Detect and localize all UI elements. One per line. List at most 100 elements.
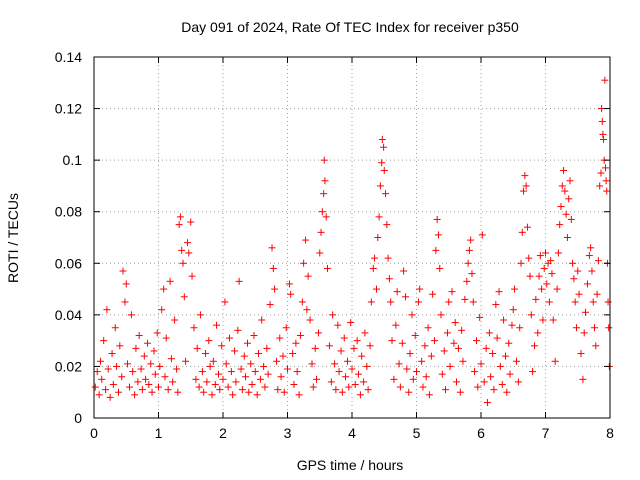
data-point [222, 360, 230, 368]
data-point [322, 213, 330, 221]
data-point [345, 383, 353, 391]
data-point [358, 352, 366, 360]
data-point [205, 337, 213, 345]
data-point [561, 187, 569, 195]
data-point [234, 326, 242, 334]
data-point [269, 264, 277, 272]
data-point [598, 117, 606, 125]
data-point [303, 306, 311, 314]
data-point [554, 249, 562, 257]
data-point [337, 347, 345, 355]
data-point [458, 326, 466, 334]
data-point [266, 301, 274, 309]
data-point [540, 264, 548, 272]
data-point [480, 378, 488, 386]
data-point [509, 306, 517, 314]
x-tick-label: 5 [413, 425, 421, 441]
data-point [300, 259, 308, 267]
data-point [565, 195, 573, 203]
data-point [548, 270, 556, 278]
data-point [467, 236, 475, 244]
data-point [454, 344, 462, 352]
data-point [308, 360, 316, 368]
data-point [429, 290, 437, 298]
data-point [556, 221, 564, 229]
data-point [605, 324, 613, 332]
data-point [311, 344, 319, 352]
data-point [396, 383, 404, 391]
data-point [424, 324, 432, 332]
data-point [459, 357, 467, 365]
data-point [320, 190, 328, 198]
x-tick-label: 6 [477, 425, 485, 441]
data-point [538, 285, 546, 293]
data-point [160, 285, 168, 293]
data-point [268, 244, 276, 252]
y-tick-label: 0.12 [55, 101, 82, 117]
data-point [276, 334, 284, 342]
data-point [495, 288, 503, 296]
data-point [264, 370, 272, 378]
data-point [490, 386, 498, 394]
data-points [91, 76, 613, 407]
data-point [451, 319, 459, 327]
data-point [235, 277, 243, 285]
data-point [592, 342, 600, 350]
data-point [487, 373, 495, 381]
data-point [331, 360, 339, 368]
data-point [166, 277, 174, 285]
data-point [469, 298, 477, 306]
data-point [416, 285, 424, 293]
data-point [208, 391, 216, 399]
data-point [198, 368, 206, 376]
data-point [95, 391, 103, 399]
data-point [173, 365, 181, 373]
data-point [476, 313, 484, 321]
data-point [603, 187, 611, 195]
data-point [178, 246, 186, 254]
data-point [393, 288, 401, 296]
data-point [193, 344, 201, 352]
data-point [580, 329, 588, 337]
data-point [508, 321, 516, 329]
data-point [411, 331, 419, 339]
data-point [247, 360, 255, 368]
data-point [378, 136, 386, 144]
data-point [587, 244, 595, 252]
data-point [254, 350, 262, 358]
data-point [577, 350, 585, 358]
data-point [227, 368, 235, 376]
data-point [483, 399, 491, 407]
data-point [175, 221, 183, 229]
data-point [182, 357, 190, 365]
data-point [506, 370, 514, 378]
data-point [338, 388, 346, 396]
data-point [138, 386, 146, 394]
data-point [406, 350, 414, 358]
data-point [248, 380, 256, 388]
data-point [250, 331, 258, 339]
data-point [121, 298, 129, 306]
data-point [145, 380, 153, 388]
data-point [290, 380, 298, 388]
data-point [180, 293, 188, 301]
data-point [361, 329, 369, 337]
data-point [601, 76, 609, 84]
data-point [374, 234, 382, 241]
data-point [206, 362, 214, 370]
data-point [436, 264, 444, 272]
data-point [332, 386, 340, 394]
data-point [144, 339, 152, 347]
data-point [477, 360, 485, 368]
data-point [371, 254, 379, 262]
data-point [132, 344, 140, 352]
data-point [158, 306, 166, 314]
data-point [190, 324, 198, 332]
data-point [373, 285, 381, 293]
data-point [545, 298, 553, 306]
data-point [161, 373, 169, 381]
data-point [463, 277, 471, 285]
data-point [237, 365, 245, 373]
data-point [342, 373, 350, 381]
